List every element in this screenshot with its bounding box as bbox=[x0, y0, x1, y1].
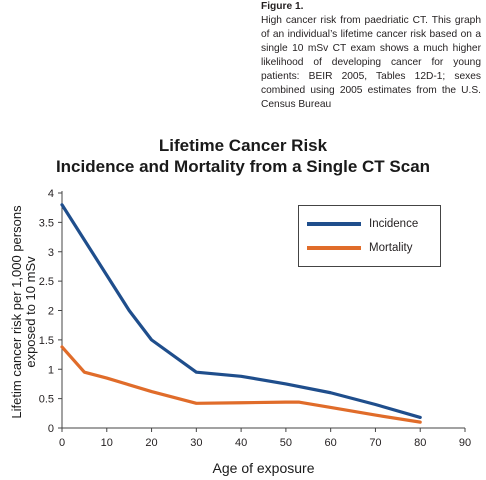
legend-item-mortality: Mortality bbox=[307, 242, 412, 254]
chart-title: Lifetime Cancer Risk bbox=[158, 136, 328, 155]
figure-caption: Figure 1. High cancer risk from paedriat… bbox=[261, 0, 481, 112]
y-tick-label: 1.5 bbox=[39, 335, 54, 347]
x-tick-label: 30 bbox=[190, 437, 202, 449]
y-axis-label: Lifetim cancer risk per 1,000 persons ex… bbox=[9, 205, 38, 419]
series-line-mortality bbox=[60, 345, 422, 424]
y-tick-label: 0 bbox=[48, 423, 54, 435]
chart-ticks: 0 10 20 30 40 50 60 70 80 90 0 0.5 1 1.5 2 2.5 3 3.5 4 bbox=[39, 188, 471, 449]
caption-text: High cancer risk from paedriatic CT. Thi… bbox=[261, 15, 481, 110]
legend-swatch-mortality bbox=[307, 246, 361, 250]
figure-label: Figure 1. bbox=[261, 1, 304, 12]
legend-label-mortality: Mortality bbox=[369, 242, 413, 254]
x-tick-label: 0 bbox=[59, 437, 65, 449]
y-tick-label: 1 bbox=[48, 364, 54, 376]
y-tick-label: 3.5 bbox=[39, 217, 54, 229]
x-tick-label: 70 bbox=[369, 437, 381, 449]
y-tick-label: 2 bbox=[48, 306, 54, 318]
x-tick-label: 80 bbox=[414, 437, 426, 449]
legend-item-incidence: Incidence bbox=[307, 218, 418, 230]
y-tick-label: 3 bbox=[48, 247, 54, 259]
y-tick-label: 0.5 bbox=[39, 394, 54, 406]
x-tick-label: 20 bbox=[145, 437, 157, 449]
series-line-incidence bbox=[60, 203, 422, 420]
y-tick-label: 4 bbox=[48, 188, 54, 200]
chart-series bbox=[60, 203, 422, 424]
chart-subtitle: Incidence and Mortality from a Single CT… bbox=[55, 157, 431, 176]
legend-label-incidence: Incidence bbox=[369, 218, 419, 230]
legend-swatch-incidence bbox=[307, 222, 361, 226]
x-axis-label: Age of exposure bbox=[212, 460, 315, 476]
chart-legend: Incidence Mortality bbox=[298, 205, 441, 267]
x-tick-label: 60 bbox=[325, 437, 337, 449]
x-tick-label: 10 bbox=[101, 437, 113, 449]
clipped-text: … bbox=[28, 0, 38, 3]
y-tick-label: 2.5 bbox=[39, 276, 54, 288]
x-tick-label: 90 bbox=[459, 437, 471, 449]
x-tick-label: 50 bbox=[280, 437, 292, 449]
x-tick-label: 40 bbox=[235, 437, 247, 449]
chart-axes bbox=[61, 191, 465, 429]
